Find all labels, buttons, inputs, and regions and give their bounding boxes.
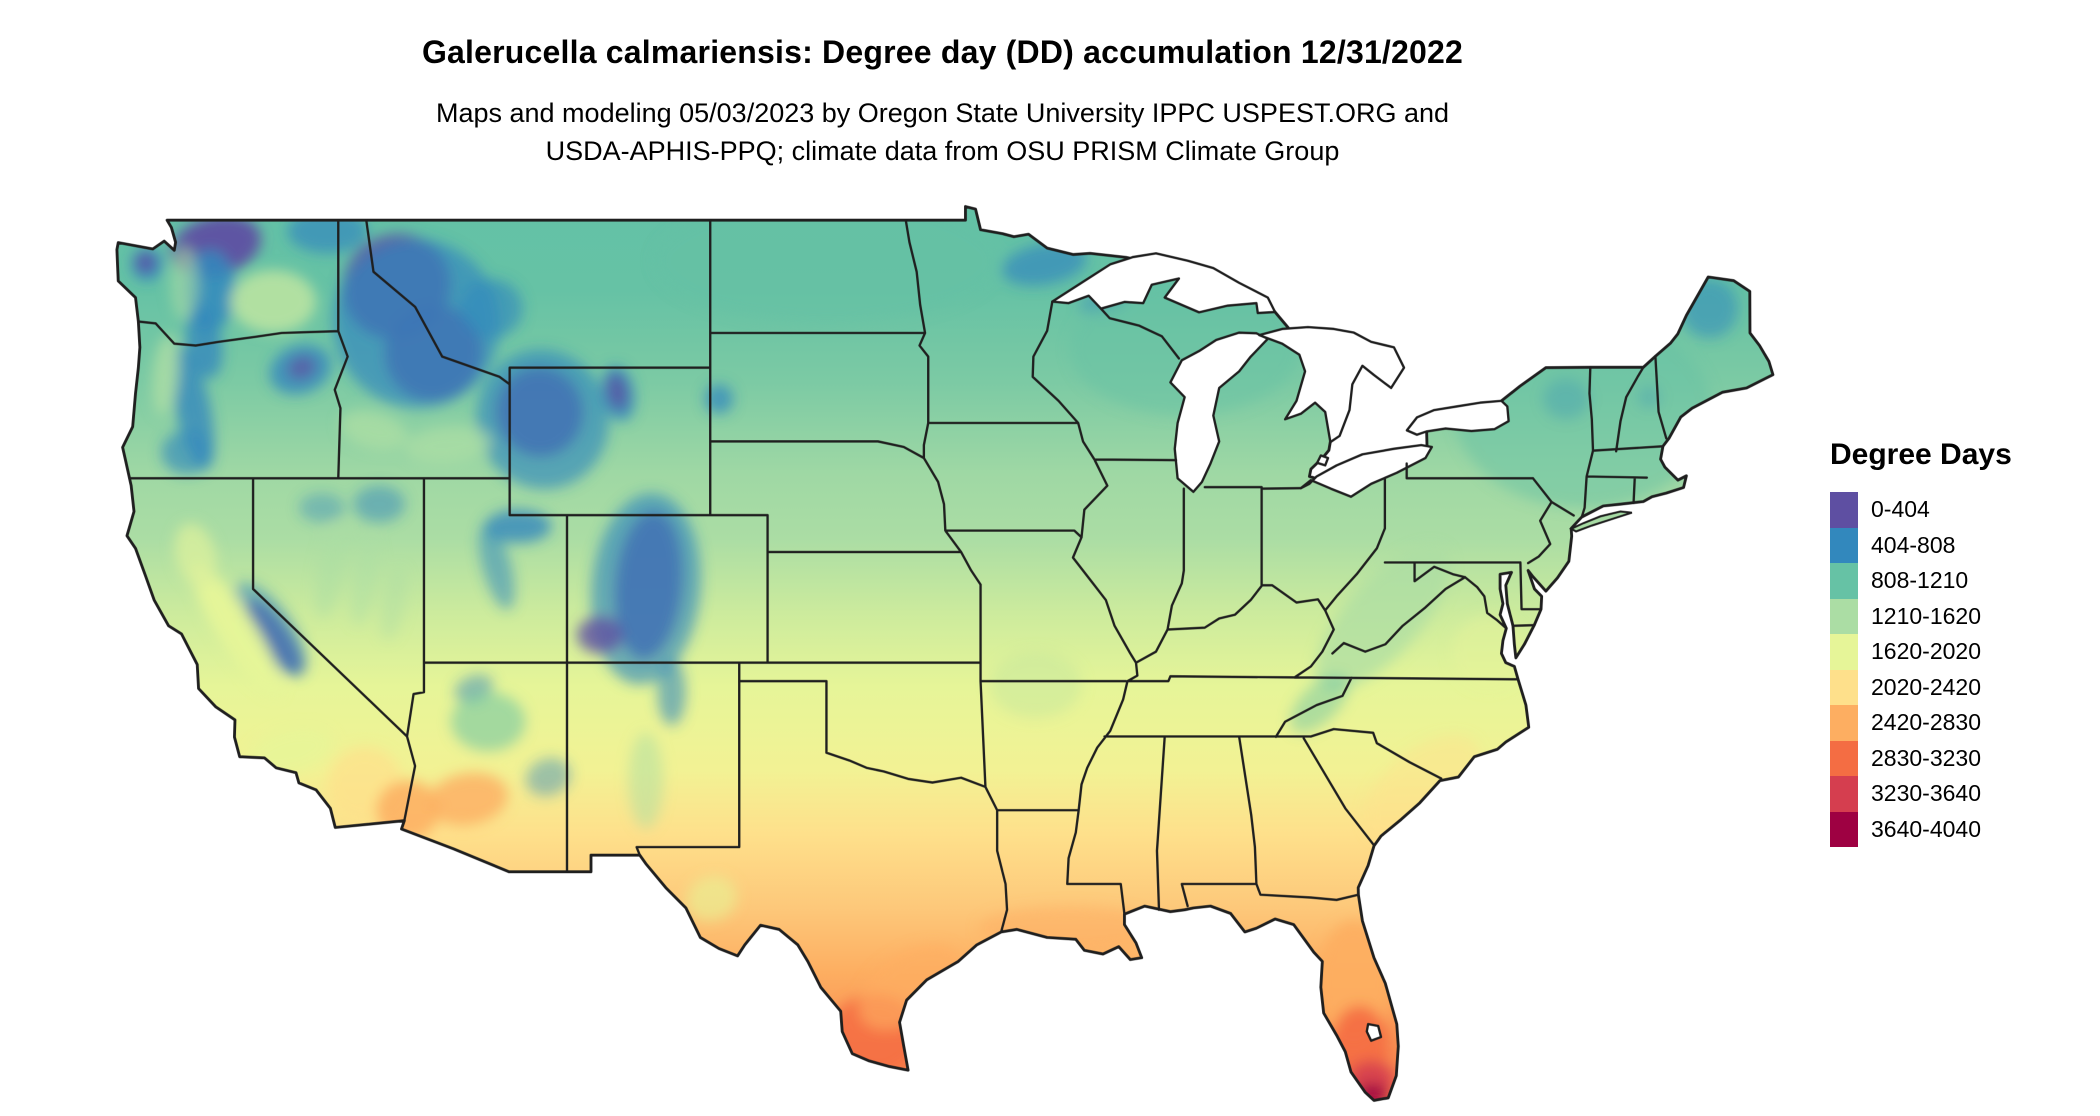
legend-item: 2420-2830 <box>1830 705 2012 741</box>
legend-swatch <box>1830 705 1858 741</box>
lake <box>1405 399 1510 436</box>
legend-item: 3640-4040 <box>1830 811 2012 847</box>
legend-swatch <box>1830 492 1858 528</box>
legend-label: 2830-3230 <box>1871 744 1981 771</box>
long-island <box>1568 510 1633 533</box>
legend-item: 3230-3640 <box>1830 776 2012 812</box>
legend-swatch <box>1830 669 1858 705</box>
legend-swatch <box>1830 598 1858 634</box>
lake <box>1051 252 1277 315</box>
lake <box>1365 1022 1383 1042</box>
legend-item: 0-404 <box>1830 492 2012 528</box>
legend-label: 3640-4040 <box>1871 815 1981 842</box>
subtitle-line-1: Maps and modeling 05/03/2023 by Oregon S… <box>435 98 1450 128</box>
us-degree-day-map <box>104 198 1781 1116</box>
legend-label: 2420-2830 <box>1871 709 1981 736</box>
legend-swatch <box>1830 527 1858 563</box>
legend-label: 3230-3640 <box>1871 780 1981 807</box>
lake <box>1299 443 1434 498</box>
map-title: Galerucella calmariensis: Degree day (DD… <box>421 34 1464 70</box>
degree-day-raster <box>116 206 1773 1101</box>
us-map-svg <box>115 205 1775 1102</box>
legend: Degree Days 0-404 404-808 808-1210 1210-162… <box>1830 438 2012 847</box>
us-outline <box>115 205 1775 1102</box>
legend-title: Degree Days <box>1830 438 2012 471</box>
legend-item: 2830-3230 <box>1830 740 2012 776</box>
legend-label: 1210-1620 <box>1871 602 1981 629</box>
legend-swatch <box>1830 776 1858 812</box>
legend-label: 2020-2420 <box>1871 673 1981 700</box>
legend-label: 808-1210 <box>1871 567 1969 594</box>
legend-item: 404-808 <box>1830 527 2012 563</box>
legend-swatch <box>1830 740 1858 776</box>
legend-item: 1210-1620 <box>1830 598 2012 634</box>
lake <box>1258 325 1406 444</box>
legend-label: 1620-2020 <box>1871 638 1981 665</box>
map-subtitle: Maps and modeling 05/03/2023 by Oregon S… <box>104 94 1781 170</box>
subtitle-line-2: USDA-APHIS-PPQ; climate data from OSU PR… <box>545 136 1340 166</box>
lake <box>1315 454 1330 467</box>
legend-label: 0-404 <box>1871 496 1930 523</box>
legend-item: 2020-2420 <box>1830 669 2012 705</box>
legend-items: 0-404 404-808 808-1210 1210-1620 1620-2020 20… <box>1830 492 2012 847</box>
legend-item: 1620-2020 <box>1830 634 2012 670</box>
legend-label: 404-808 <box>1871 531 1956 558</box>
legend-item: 808-1210 <box>1830 563 2012 599</box>
legend-swatch <box>1830 563 1858 599</box>
state-borders <box>128 218 1668 934</box>
legend-swatch <box>1830 634 1858 670</box>
legend-swatch <box>1830 811 1858 847</box>
lake <box>1169 331 1270 494</box>
